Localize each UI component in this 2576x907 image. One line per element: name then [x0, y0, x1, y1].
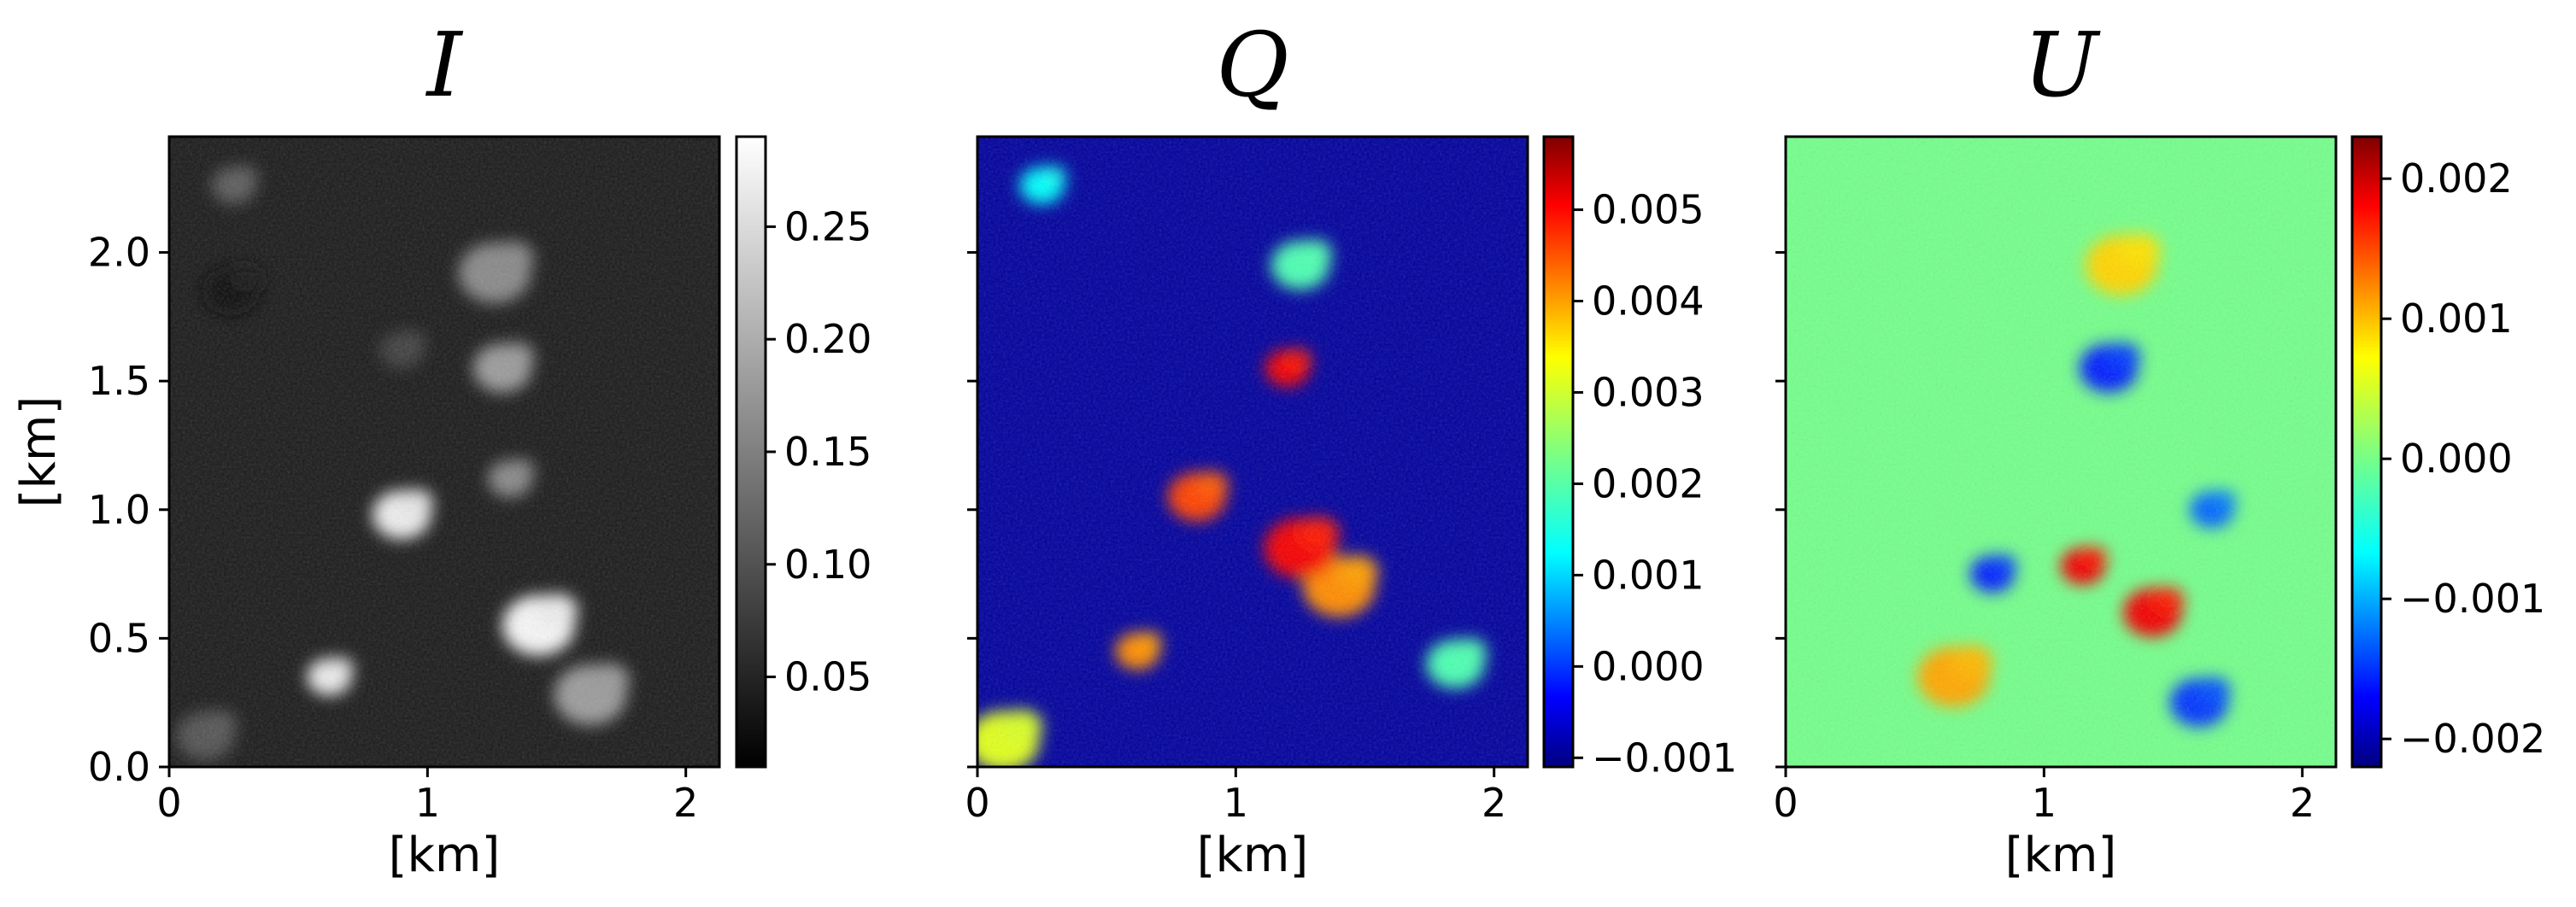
plot-frame — [1784, 135, 2338, 769]
colorbar-tick-label: −0.001 — [2400, 576, 2545, 622]
panel-q: Q 0 1 2 [km] −0.001 0.000 0.001 0.002 0.003 0.004 0… — [965, 13, 1737, 883]
colorbar-tick-label: −0.002 — [2400, 716, 2545, 762]
y-tick-label: 1.5 — [88, 358, 150, 404]
colorbar-tick-label: 0.10 — [784, 541, 871, 588]
x-tick-label: 1 — [415, 780, 440, 826]
x-tick-label: 2 — [673, 780, 698, 826]
y-tick-label: 1.0 — [88, 487, 150, 533]
colorbar-tick-label: 0.003 — [1592, 369, 1705, 415]
y-axis-label: [km] — [11, 396, 67, 508]
colorbar-tick-label: 0.001 — [2400, 296, 2513, 342]
colorbar-tick-label: 0.002 — [1592, 460, 1705, 506]
x-tick-label: 1 — [1223, 780, 1248, 826]
colorbar — [2352, 137, 2381, 767]
colorbar-tick-label: 0.004 — [1592, 278, 1705, 325]
colorbar-tick-label: 0.002 — [2400, 155, 2513, 202]
x-tick-label: 0 — [1773, 780, 1798, 826]
colorbar-tick-label: 0.000 — [2400, 436, 2513, 482]
x-axis-label: [km] — [2005, 828, 2117, 883]
heatmap-image — [1786, 137, 2336, 767]
x-tick-label: 1 — [2032, 780, 2057, 826]
panel-u: U 0 1 2 [km] −0.002 −0.001 0.000 0.001 0.002 — [1773, 13, 2545, 883]
colorbar-frame — [2350, 135, 2383, 769]
x-axis-label: [km] — [389, 828, 501, 883]
panel-title: U — [2023, 13, 2101, 117]
panel-title: I — [425, 13, 463, 117]
y-tick-label: 0.5 — [88, 615, 150, 661]
colorbar-tick-label: −0.001 — [1592, 734, 1737, 781]
heatmap-image — [169, 137, 719, 767]
colorbar-tick-label: 0.20 — [784, 316, 871, 362]
heatmap-image — [977, 137, 1528, 767]
x-tick-label: 2 — [2290, 780, 2315, 826]
colorbar-tick-label: 0.000 — [1592, 643, 1705, 689]
colorbar-tick-label: 0.25 — [784, 203, 871, 249]
x-tick-label: 0 — [965, 780, 989, 826]
x-axis-label: [km] — [1197, 828, 1309, 883]
y-tick-label: 0.0 — [88, 744, 150, 790]
panel-title: Q — [1216, 13, 1288, 117]
colorbar — [736, 137, 766, 767]
colorbar-tick-label: 0.05 — [784, 654, 871, 700]
colorbar-tick-label: 0.005 — [1592, 187, 1705, 233]
panel-i: I 0 1 2 [km] 0.0 0.5 1.0 1.5 2.0 [km] 0.05 0.10 0.15 0… — [11, 13, 871, 883]
plot-frame — [167, 135, 721, 769]
colorbar-frame — [1542, 135, 1575, 769]
heatmap-noise — [169, 137, 719, 767]
colorbar-tick-label: 0.15 — [784, 429, 871, 475]
y-tick-label: 2.0 — [88, 230, 150, 276]
plot-frame — [976, 135, 1529, 769]
heatmap-noise — [977, 137, 1528, 767]
heatmap-noise — [1786, 137, 2336, 767]
x-tick-label: 0 — [156, 780, 181, 826]
colorbar-tick-label: 0.001 — [1592, 552, 1705, 598]
colorbar — [1544, 137, 1573, 767]
x-tick-label: 2 — [1482, 780, 1506, 826]
